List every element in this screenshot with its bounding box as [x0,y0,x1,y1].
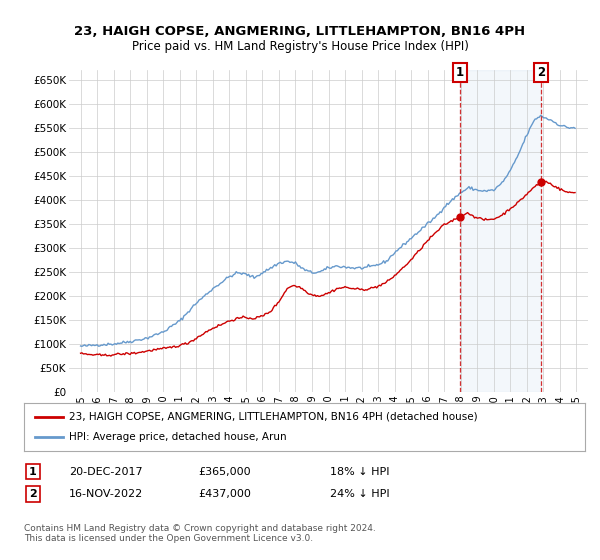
Bar [460,70,541,392]
Text: 1: 1 [456,66,464,79]
Text: 2: 2 [29,489,37,499]
Text: 24% ↓ HPI: 24% ↓ HPI [330,489,389,499]
Text: 20-DEC-2017: 20-DEC-2017 [69,466,143,477]
Text: 23, HAIGH COPSE, ANGMERING, LITTLEHAMPTON, BN16 4PH: 23, HAIGH COPSE, ANGMERING, LITTLEHAMPTO… [74,25,526,38]
Text: £365,000: £365,000 [198,466,251,477]
Text: 1: 1 [29,466,37,477]
Text: 16-NOV-2022: 16-NOV-2022 [69,489,143,499]
Text: Contains HM Land Registry data © Crown copyright and database right 2024.
This d: Contains HM Land Registry data © Crown c… [24,524,376,543]
Text: £437,000: £437,000 [198,489,251,499]
Text: HPI: Average price, detached house, Arun: HPI: Average price, detached house, Arun [69,432,287,442]
Text: Price paid vs. HM Land Registry's House Price Index (HPI): Price paid vs. HM Land Registry's House … [131,40,469,53]
Text: 2: 2 [538,66,545,79]
Text: 23, HAIGH COPSE, ANGMERING, LITTLEHAMPTON, BN16 4PH (detached house): 23, HAIGH COPSE, ANGMERING, LITTLEHAMPTO… [69,412,478,422]
Text: 18% ↓ HPI: 18% ↓ HPI [330,466,389,477]
